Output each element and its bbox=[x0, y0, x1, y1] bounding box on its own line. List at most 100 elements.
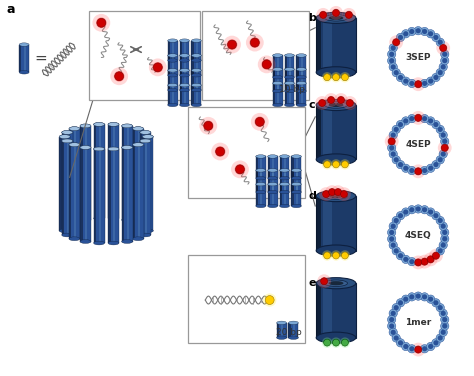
Bar bbox=[323, 196, 332, 250]
Circle shape bbox=[337, 97, 345, 103]
Circle shape bbox=[436, 41, 450, 55]
Ellipse shape bbox=[273, 76, 283, 79]
Circle shape bbox=[433, 340, 438, 346]
Circle shape bbox=[398, 75, 403, 80]
Circle shape bbox=[392, 68, 401, 77]
Bar bbox=[292, 184, 301, 206]
Circle shape bbox=[393, 218, 399, 223]
Bar bbox=[180, 85, 182, 105]
Circle shape bbox=[418, 255, 431, 268]
Bar bbox=[277, 69, 279, 91]
Ellipse shape bbox=[108, 147, 119, 151]
Circle shape bbox=[396, 120, 405, 129]
Ellipse shape bbox=[69, 143, 80, 147]
Bar bbox=[191, 70, 201, 90]
Circle shape bbox=[334, 93, 348, 107]
Ellipse shape bbox=[289, 336, 299, 340]
Circle shape bbox=[396, 73, 405, 82]
Bar bbox=[145, 132, 147, 226]
Bar bbox=[196, 85, 198, 105]
Bar bbox=[280, 184, 282, 206]
Ellipse shape bbox=[59, 135, 70, 139]
Circle shape bbox=[441, 137, 449, 146]
Bar bbox=[316, 105, 321, 159]
Circle shape bbox=[341, 74, 348, 81]
Bar bbox=[145, 141, 147, 235]
Circle shape bbox=[324, 74, 330, 81]
Ellipse shape bbox=[273, 82, 283, 85]
Circle shape bbox=[398, 340, 403, 346]
Bar bbox=[168, 85, 178, 105]
Circle shape bbox=[346, 99, 354, 107]
Circle shape bbox=[251, 113, 269, 131]
Circle shape bbox=[409, 346, 414, 351]
Circle shape bbox=[401, 255, 410, 264]
Ellipse shape bbox=[69, 127, 80, 130]
Ellipse shape bbox=[140, 130, 151, 134]
Bar bbox=[180, 41, 190, 61]
Ellipse shape bbox=[191, 103, 201, 107]
Ellipse shape bbox=[292, 190, 301, 194]
Bar bbox=[168, 41, 170, 61]
Bar bbox=[268, 170, 278, 192]
Bar bbox=[256, 170, 258, 192]
Circle shape bbox=[393, 335, 399, 341]
Ellipse shape bbox=[168, 83, 178, 87]
Bar bbox=[168, 70, 170, 90]
Circle shape bbox=[438, 218, 443, 223]
Bar bbox=[180, 41, 182, 61]
Circle shape bbox=[340, 250, 350, 261]
Bar bbox=[296, 83, 306, 105]
Circle shape bbox=[408, 79, 416, 88]
Bar bbox=[296, 56, 306, 77]
Circle shape bbox=[409, 168, 414, 173]
Text: =: = bbox=[34, 51, 47, 66]
Circle shape bbox=[409, 29, 414, 34]
Ellipse shape bbox=[94, 123, 105, 126]
Circle shape bbox=[333, 339, 339, 346]
Circle shape bbox=[396, 339, 405, 347]
Circle shape bbox=[408, 345, 416, 353]
Ellipse shape bbox=[140, 139, 151, 143]
Circle shape bbox=[332, 9, 340, 17]
Ellipse shape bbox=[168, 74, 178, 77]
Ellipse shape bbox=[256, 190, 266, 194]
Ellipse shape bbox=[191, 74, 201, 77]
Bar bbox=[280, 156, 290, 178]
Bar bbox=[268, 156, 278, 178]
Circle shape bbox=[441, 330, 446, 335]
Bar bbox=[94, 124, 96, 218]
Circle shape bbox=[393, 39, 400, 46]
Bar bbox=[24, 45, 26, 72]
Circle shape bbox=[401, 164, 410, 173]
Ellipse shape bbox=[284, 103, 294, 107]
Circle shape bbox=[439, 222, 447, 230]
Bar bbox=[296, 83, 299, 105]
Circle shape bbox=[337, 187, 351, 201]
Bar bbox=[272, 170, 274, 192]
Ellipse shape bbox=[273, 89, 283, 93]
Ellipse shape bbox=[142, 135, 153, 139]
Circle shape bbox=[391, 45, 396, 50]
Circle shape bbox=[340, 159, 350, 170]
Bar bbox=[323, 283, 332, 338]
Circle shape bbox=[401, 117, 410, 125]
Bar bbox=[122, 126, 133, 220]
Bar bbox=[323, 18, 332, 72]
Ellipse shape bbox=[280, 155, 290, 158]
Bar bbox=[280, 156, 282, 178]
Circle shape bbox=[442, 58, 447, 63]
Circle shape bbox=[429, 249, 443, 262]
Circle shape bbox=[250, 38, 259, 47]
Ellipse shape bbox=[180, 68, 190, 72]
Circle shape bbox=[427, 208, 435, 216]
Circle shape bbox=[97, 18, 106, 27]
Ellipse shape bbox=[140, 139, 151, 143]
Bar bbox=[296, 170, 298, 192]
Bar bbox=[296, 184, 298, 206]
Circle shape bbox=[319, 11, 328, 19]
Ellipse shape bbox=[180, 83, 190, 87]
Circle shape bbox=[409, 259, 414, 264]
Text: 4SEQ: 4SEQ bbox=[405, 231, 432, 240]
Circle shape bbox=[414, 292, 422, 300]
